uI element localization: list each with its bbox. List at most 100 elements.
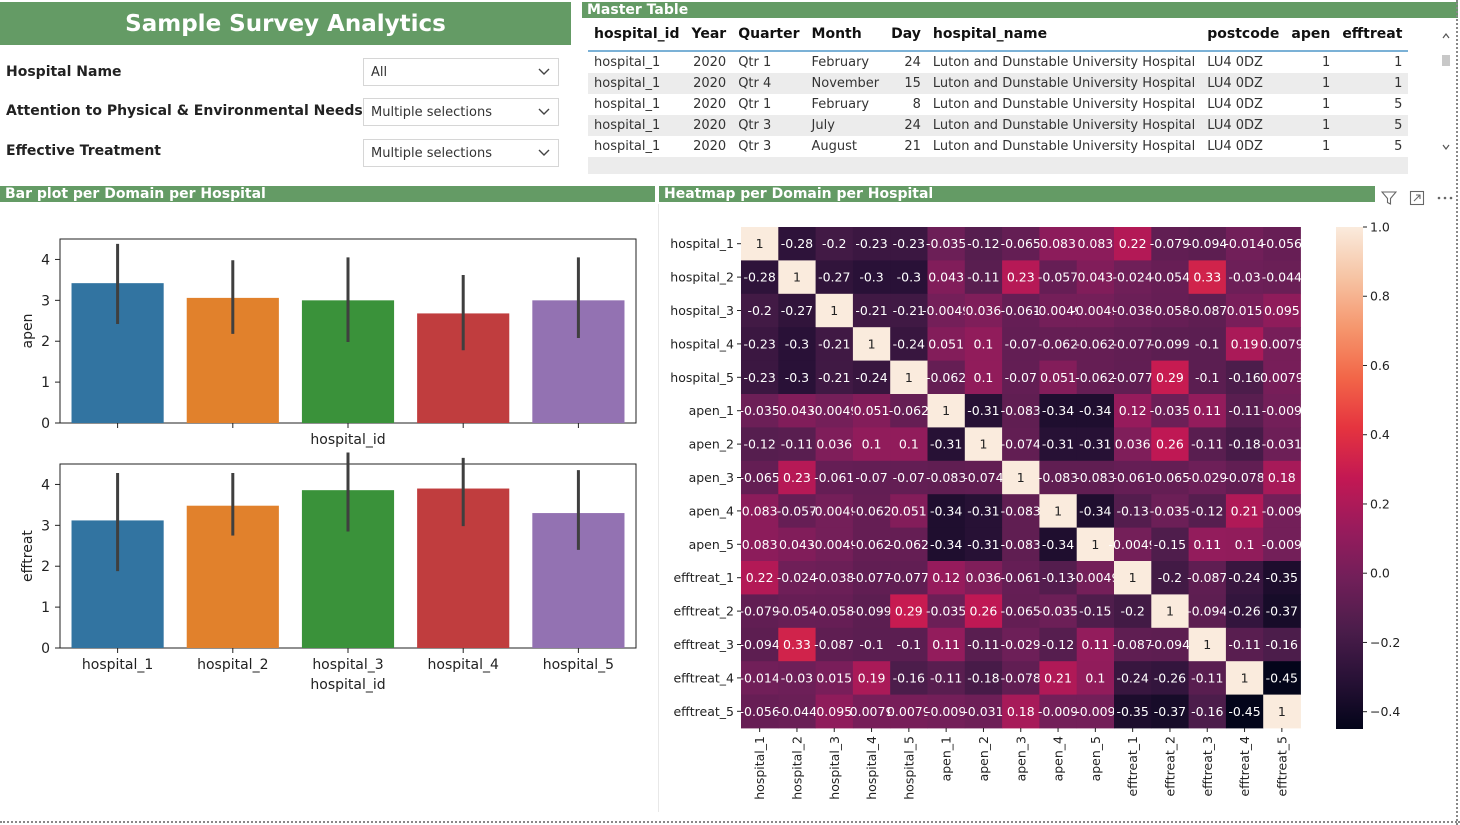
cell-value-label: 1 [756, 236, 764, 251]
cell-value-label: -0.0049 [1034, 303, 1082, 318]
heatmap-cell [815, 627, 854, 662]
cell-value-label: -0.03 [781, 670, 813, 685]
heatmap-cell [741, 594, 779, 629]
table-cell: LU4 0DZ [1207, 139, 1263, 154]
cell-value-label: -0.009 [1262, 537, 1302, 552]
column-header-apen[interactable]: apen [1285, 22, 1337, 52]
scroll-down-icon [1442, 144, 1450, 150]
column-header-day[interactable]: Day [885, 22, 927, 52]
heatmap-cell [1114, 561, 1152, 595]
heatmap-cell [1039, 394, 1078, 428]
table-cell [732, 157, 806, 174]
cell-value-label: 0.043 [928, 270, 964, 285]
heatmap-cell [927, 427, 966, 462]
column-header-hospital-id[interactable]: hospital_id [588, 22, 686, 52]
cell-value-label: 0.19 [1231, 336, 1259, 351]
table-cell: Luton and Dunstable University Hospital [932, 139, 1196, 154]
filter-icon[interactable] [1381, 190, 1397, 206]
cell-value-label: -0.062 [926, 370, 966, 385]
cell-value-label: 1 [868, 336, 876, 351]
table-cell: August [811, 139, 858, 154]
table-cell [805, 157, 886, 174]
table-row[interactable] [588, 157, 1409, 174]
column-header-month[interactable]: Month [805, 22, 886, 52]
column-header-quarter[interactable]: Quarter [732, 22, 806, 52]
table-row[interactable]: hospital_1 2020 Qtr 3 August 21 Luton and Dun… [588, 136, 1408, 157]
heatmap-cell [1263, 293, 1301, 328]
heatmap-cell [1151, 260, 1189, 295]
heatmap-cell [964, 594, 1003, 629]
colorbar-tick-label: 0.2 [1370, 496, 1390, 511]
heatmap-cell [741, 227, 779, 261]
heatmap-cell [1151, 627, 1189, 662]
heatmap-cell [1076, 227, 1115, 261]
heatmap-cell [778, 494, 816, 528]
cell-value-label: -0.24 [1116, 670, 1148, 685]
heatmap-cell [852, 227, 891, 261]
y-tick-label: 2 [41, 559, 50, 575]
heatmap-cell [1002, 561, 1040, 595]
heatmap-cell [964, 661, 1003, 695]
table-row[interactable]: hospital_1 2020 Qtr 4 November 15 Luton and D… [588, 73, 1409, 94]
heatmap-cell [1039, 227, 1078, 261]
hospital-name-dropdown[interactable]: All [363, 58, 559, 86]
cell-value-label: 0.22 [746, 570, 774, 585]
table-row[interactable]: hospital_1 2020 Qtr 1 February 8 Luton and Du… [588, 94, 1408, 115]
cell-value-label: -0.23 [743, 336, 775, 351]
heatmap-cell [1188, 260, 1227, 295]
table-row[interactable]: hospital_1 2020 Qtr 3 July 24 Luton and Dunst… [588, 115, 1409, 136]
cell-value-label: -0.11 [967, 637, 999, 652]
heatmap-cell [741, 561, 779, 595]
efftreat-dropdown[interactable]: Multiple selections [363, 139, 559, 167]
column-header-hospital-name[interactable]: hospital_name [926, 22, 1202, 52]
column-header-year[interactable]: Year [685, 22, 733, 52]
table-cell [685, 157, 733, 174]
heatmap-cell [964, 627, 1003, 662]
heatmap-cell [1039, 260, 1078, 295]
apen-dropdown[interactable]: Multiple selections [363, 98, 559, 126]
x-tick-label: hospital_4 [428, 657, 499, 673]
heatmap-cell [1151, 561, 1189, 595]
cell-value-label: -0.24 [893, 336, 925, 351]
cell-value-label: -0.31 [930, 437, 962, 452]
cell-value-label: -0.27 [818, 270, 850, 285]
more-options-icon[interactable] [1435, 190, 1455, 206]
cell-value-label: -0.065 [1001, 236, 1041, 251]
heatmap-cell [1225, 260, 1264, 295]
cell-value-label: -0.087 [1187, 303, 1227, 318]
heatmap-cell [1002, 661, 1040, 695]
cell-value-label: -0.28 [743, 270, 775, 285]
heatmap-cell [890, 527, 928, 562]
column-header-efftreat[interactable]: efftreat [1336, 22, 1409, 52]
heatmap-cell [778, 260, 816, 295]
heatmap-cell [1151, 594, 1189, 629]
column-label: hospital_1 [752, 736, 767, 800]
heatmap-cell [927, 394, 966, 428]
cell-value-label: -0.065 [1001, 604, 1041, 619]
cell-value-label: 1 [1278, 704, 1286, 719]
heatmap-cell [1039, 527, 1078, 562]
table-scrollbar[interactable] [1440, 28, 1452, 158]
heatmap-cell [778, 694, 816, 729]
cell-value-label: -0.34 [1042, 537, 1074, 552]
focus-mode-icon[interactable] [1409, 190, 1425, 206]
heatmap-chart: 1 -0.28 -0.2 -0.23 -0.23 -0.035 -0.12 -0.065 0.0… [670, 220, 1400, 800]
cell-value-label: 0.26 [1156, 437, 1184, 452]
table-cell [885, 157, 927, 174]
heatmap-cell [1076, 661, 1115, 695]
cell-value-label: -0.035 [1150, 403, 1190, 418]
cell-value-label: -0.45 [1228, 704, 1260, 719]
heatmap-cell [927, 661, 966, 695]
cell-value-label: -0.054 [777, 604, 817, 619]
heatmap-cell [1002, 594, 1040, 629]
table-row[interactable]: hospital_1 2020 Qtr 1 February 24 Luton and D… [588, 51, 1408, 73]
table-cell: 24 [885, 115, 927, 136]
heatmap-cell [741, 360, 779, 395]
cell-value-label: -0.056 [740, 704, 780, 719]
heatmap-cell [964, 694, 1003, 729]
cell-value-label: -0.2 [822, 236, 846, 251]
master-table[interactable]: hospital_id Year Quarter Month Day hospital_n… [588, 22, 1452, 174]
heatmap-cell [964, 494, 1003, 528]
cell-value-label: -0.087 [1113, 637, 1153, 652]
column-header-postcode[interactable]: postcode [1201, 22, 1286, 52]
